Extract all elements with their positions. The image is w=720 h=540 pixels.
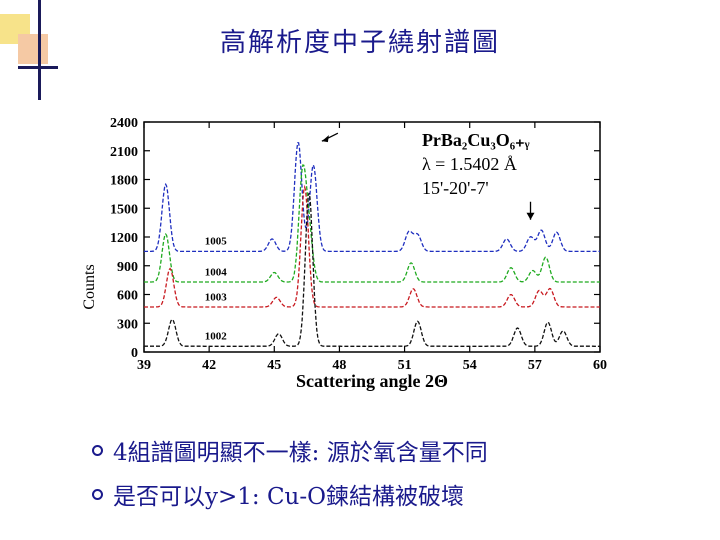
corner-decoration: [0, 0, 60, 100]
x-tick-label: 45: [267, 358, 281, 373]
x-tick-label: 48: [332, 358, 346, 373]
y-tick-label: 2100: [110, 145, 138, 160]
y-tick-label: 300: [117, 317, 138, 332]
x-tick-label: 60: [593, 358, 607, 373]
bullet-dot-icon: [92, 488, 103, 500]
series-label-1005: 1005: [205, 236, 228, 248]
y-tick-label: 2400: [110, 116, 138, 131]
x-tick-label: 54: [463, 358, 477, 373]
arrow-head-icon: [526, 212, 535, 220]
bullet-text: 是否可以y>1: Cu-O鍊結構被破壞: [113, 484, 464, 510]
x-tick-label: 39: [137, 358, 151, 373]
y-tick-label: 1500: [110, 202, 138, 217]
bullet-dot-icon: [92, 444, 103, 456]
annotation-wavelength: λ = 1.5402 Å: [422, 154, 517, 174]
y-tick-label: 1200: [110, 231, 138, 246]
slide-title: 高解析度中子繞射譜圖: [219, 28, 500, 58]
x-axis-label: Scattering angle 2Θ: [296, 371, 448, 391]
series-line-1005: [144, 142, 600, 253]
series-label-1003: 1003: [205, 291, 228, 303]
series-line-1004: [144, 164, 600, 283]
y-tick-label: 900: [117, 260, 138, 275]
y-tick-label: 600: [117, 289, 138, 304]
diffraction-chart: 0 300 600 900 1200 1500 1800 2100 2400 39 42 45 48 51…: [81, 116, 607, 391]
x-tick-label: 57: [528, 358, 542, 373]
x-tick-label: 42: [202, 358, 216, 373]
bullet-text: 4組譜圖明顯不一樣: 源於氧含量不同: [113, 440, 488, 466]
series-line-1002: [144, 192, 600, 347]
y-axis-label: Counts: [81, 264, 98, 309]
bullet-list: 4組譜圖明顯不一樣: 源於氧含量不同 是否可以y>1: Cu-O鍊結構被破壞: [92, 428, 488, 516]
bullet-item: 是否可以y>1: Cu-O鍊結構被破壞: [92, 472, 488, 516]
annotation-formula: PrBa₂Cu₃O₆₊ᵧ: [422, 130, 530, 150]
arrow-head-icon: [321, 135, 329, 143]
bullet-item: 4組譜圖明顯不一樣: 源於氧含量不同: [92, 428, 488, 472]
y-tick-label: 1800: [110, 174, 138, 189]
x-tick-label: 51: [398, 358, 412, 373]
series-line-1003: [144, 184, 600, 308]
series-label-1004: 1004: [205, 266, 228, 278]
annotation-collimation: 15'-20'-7': [422, 178, 489, 198]
y-tick-label: 0: [131, 346, 138, 361]
series-label-1002: 1002: [205, 331, 228, 343]
